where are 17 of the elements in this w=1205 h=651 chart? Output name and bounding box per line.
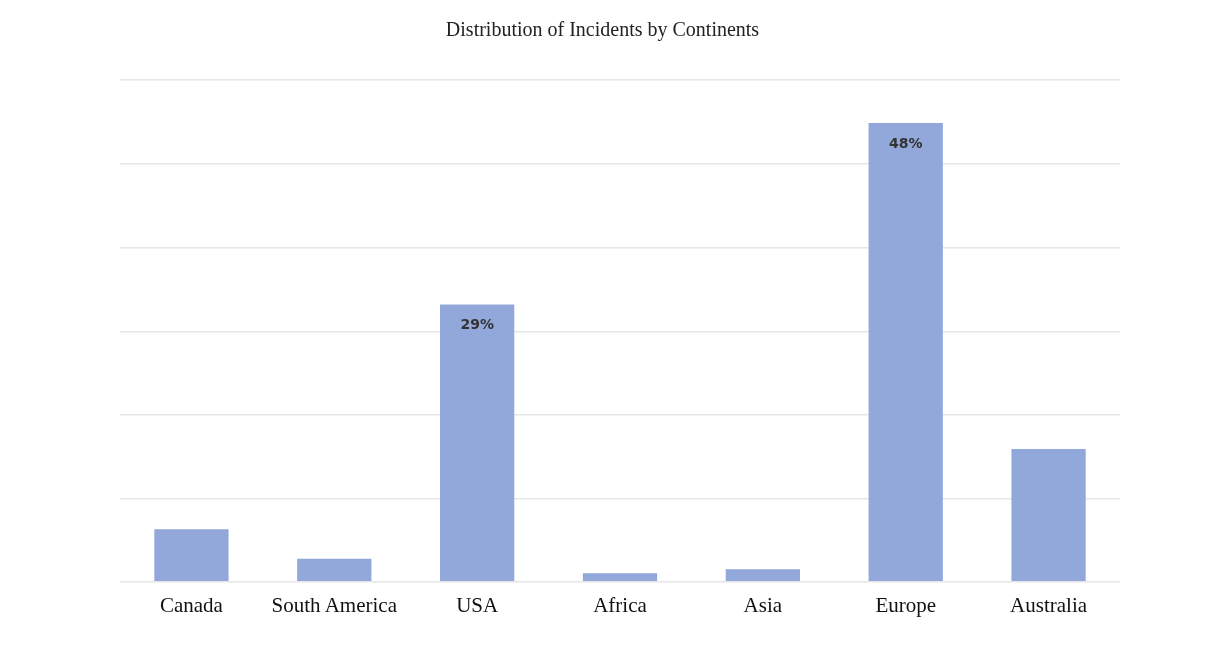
bar — [154, 529, 229, 582]
x-tick-label: Europe — [875, 592, 937, 617]
bar — [440, 304, 515, 582]
bar — [868, 123, 943, 582]
bar — [725, 569, 800, 582]
bar — [1011, 448, 1086, 582]
bar — [582, 573, 658, 582]
data-label: 48% — [888, 134, 923, 151]
data-label: 29% — [460, 316, 494, 333]
x-tick-label: South America — [271, 592, 398, 617]
x-tick-label: Australia — [1010, 592, 1088, 617]
bar — [297, 558, 372, 582]
chart-title: Distribution of Incidents by Continents — [444, 18, 761, 41]
x-tick-label: USA — [456, 592, 499, 617]
x-tick-label: Africa — [593, 592, 648, 617]
x-tick-label: Asia — [743, 592, 783, 617]
x-tick-label: Canada — [159, 592, 224, 617]
